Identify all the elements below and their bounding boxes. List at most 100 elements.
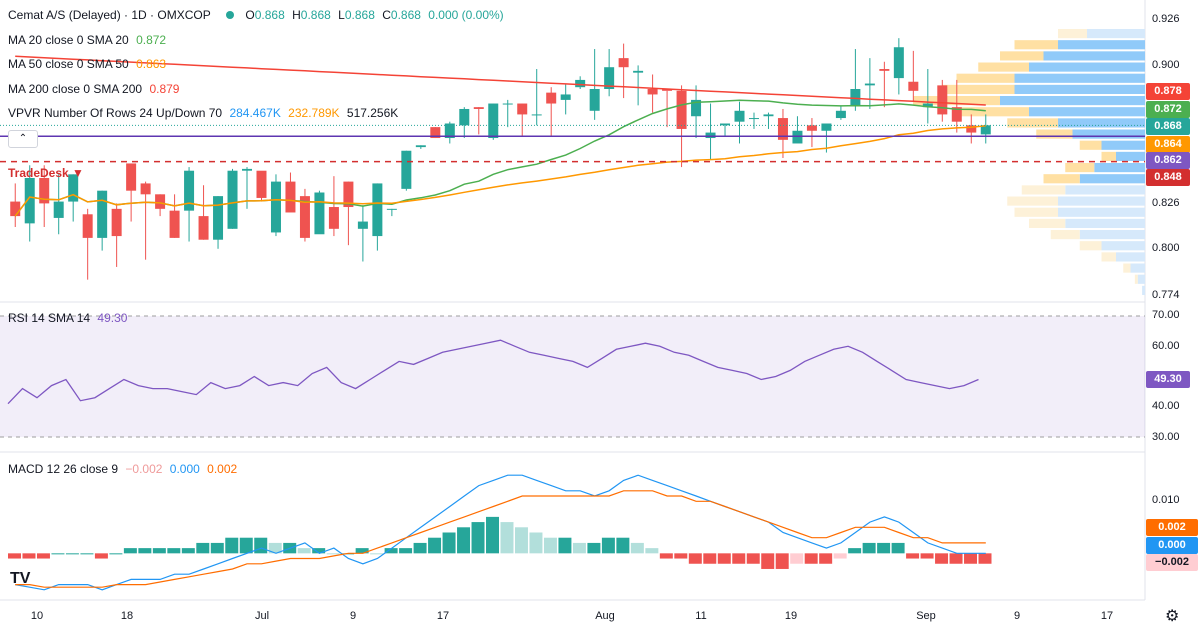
macd-hist-bar [471,522,485,554]
collapse-legend-button[interactable]: ⌃ [8,130,38,148]
candle-body [502,103,513,105]
candle-body [922,103,933,108]
candle-body [430,127,441,139]
candle-body [459,108,470,126]
candle-body [966,125,977,133]
macd-legend[interactable]: MACD 12 26 close 9 −0.002 0.000 0.002 [8,462,241,476]
vpvr-down-bar [1050,230,1080,240]
vpvr-up-bar [1079,230,1145,240]
macd-hist-bar [572,542,586,554]
price-axis-label: 0.926 [1152,13,1180,25]
candle-body [575,79,586,88]
moving-averages [0,55,1145,217]
candle-body [343,181,354,208]
candle-body [10,201,21,217]
candle-body [604,67,615,89]
vpvr-label: VPVR Number Of Rows 24 Up/Down 70 [8,106,223,120]
candle-body [734,110,745,122]
time-axis-label: 9 [349,610,357,622]
candle-body [589,89,600,111]
candle-body [444,123,455,139]
candle-body [488,103,499,139]
macd-signal-line [15,490,986,588]
candle-body [763,114,774,117]
macd-hist-bar [949,553,963,564]
tradedesk-label: TradeDesk [8,166,69,180]
price-tag: 0.872 [1146,101,1190,118]
vpvr-up-bar [1058,118,1145,128]
candle-body [705,132,716,139]
macd-label: MACD 12 26 close 9 [8,462,119,476]
ma20-legend[interactable]: MA 20 close 0 SMA 20 0.872 [8,33,170,47]
rsi-legend[interactable]: RSI 14 SMA 14 49.30 [8,311,131,325]
gear-icon[interactable]: ⚙ [1165,608,1180,625]
time-axis-label: Aug [595,610,615,622]
vpvr-up-bar [1094,163,1145,173]
vpvr-down-bar [1007,196,1058,206]
macd-hist-bar [312,548,326,554]
tradedesk-alert[interactable]: TradeDesk ▼ [8,166,84,180]
candle-body [951,107,962,122]
macd-hist-bar [109,553,123,555]
vpvr-down: 232.789K [288,106,340,120]
candle-body [155,194,166,209]
candle-body [256,170,267,198]
ma200-legend[interactable]: MA 200 close 0 SMA 200 0.879 [8,82,183,96]
vpvr-up-bar [1079,174,1145,184]
macd-hist-bar [268,542,282,554]
macd-hist-bar [819,553,833,564]
vpvr-down-bar [1000,51,1044,61]
candle-body [546,92,557,104]
macd-hist-bar [428,537,442,554]
macd-hist-bar [558,537,572,554]
candle-body [68,174,79,202]
macd-hist-bar [601,537,615,554]
macd-hist-bar [833,553,847,559]
macd-hist-bar [8,553,21,559]
candle-body [531,114,542,116]
vpvr-up-bar [1137,274,1145,284]
macd-hist-bar [500,522,514,554]
macd-hist-bar [920,553,934,559]
macd-hist-bar [36,553,50,559]
candle-body [618,58,629,68]
ma50-value: 0.863 [136,57,167,71]
candle-body [198,216,209,240]
price-tag: 0.848 [1146,169,1190,186]
candle-body [647,89,658,95]
candle-body [328,207,339,229]
rsi-label: RSI 14 SMA 14 [8,311,91,325]
vpvr-legend[interactable]: VPVR Number Of Rows 24 Up/Down 70 284.46… [8,106,402,120]
macd-hist-value: −0.002 [125,462,163,476]
price-tag: 0.878 [1146,83,1190,100]
candle-body [937,85,948,115]
macd-hist-bar [746,553,760,564]
candle-body [227,170,238,229]
macd-tag: 0.002 [1146,519,1198,536]
tradingview-logo-icon[interactable]: TV [10,570,31,587]
vpvr-down-bar [1134,274,1138,284]
macd-hist-bar [254,537,268,554]
macd-hist-bar [659,553,673,559]
candle-body [126,163,137,191]
macd-hist-bar [717,553,731,564]
symbol-legend: Cemat A/S (Delayed) · 1D · OMXCOP O0.868… [8,8,508,22]
vpvr-down-bar [1101,151,1116,161]
candle-body [835,110,846,119]
candle-body [748,118,759,120]
vpvr-up-bar [1072,129,1145,139]
macd-hist-bar [761,553,775,569]
candle-body [24,177,35,224]
candle-body [850,89,861,106]
candle-body [879,69,890,71]
price-axis-label: 0.774 [1152,289,1180,301]
macd-hist-bar [790,553,804,564]
ma50-legend[interactable]: MA 50 close 0 SMA 50 0.863 [8,57,170,71]
macd-hist-bar [181,548,195,554]
macd-hist-bar [413,542,427,554]
macd-hist-bar [94,553,108,559]
candle-body [720,123,731,126]
candle-body [111,208,122,237]
candle-body [97,190,108,238]
